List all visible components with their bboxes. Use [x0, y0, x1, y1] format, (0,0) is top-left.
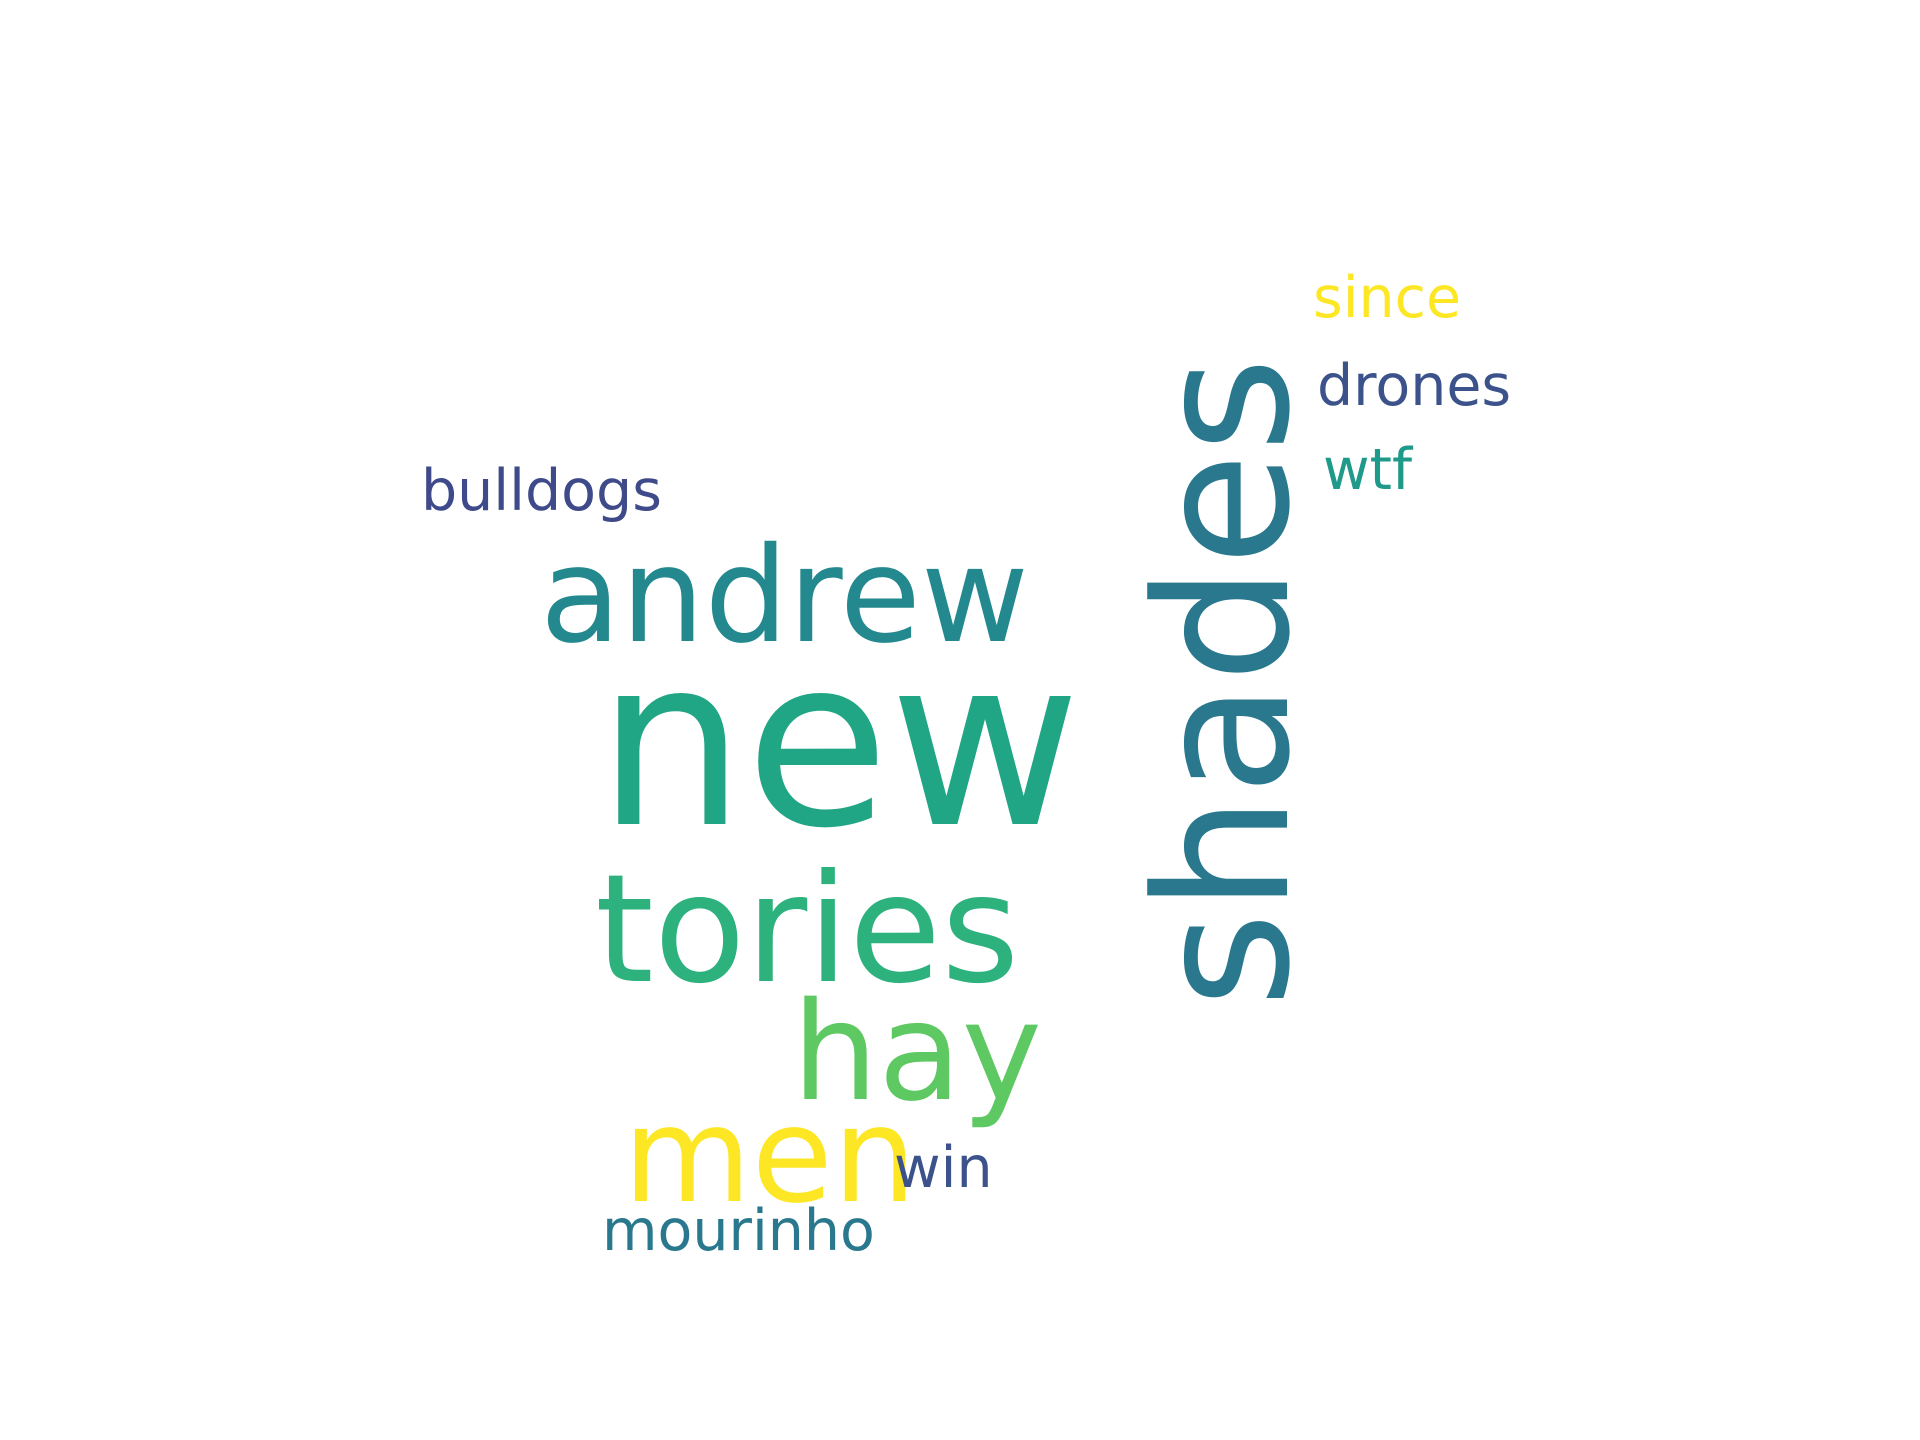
word-bulldogs: bulldogs: [421, 458, 662, 524]
word-hay: hay: [792, 974, 1043, 1132]
word-wtf: wtf: [1323, 437, 1413, 503]
word-tories: tories: [595, 843, 1020, 1017]
word-mourinho: mourinho: [602, 1198, 875, 1264]
word-men: men: [623, 1079, 917, 1233]
word-win: win: [894, 1135, 993, 1201]
word-shades: shades: [1117, 356, 1331, 1008]
word-drones: drones: [1317, 353, 1512, 419]
word-since: since: [1313, 265, 1462, 331]
word-andrew: andrew: [540, 519, 1029, 673]
word-new: new: [597, 608, 1081, 880]
